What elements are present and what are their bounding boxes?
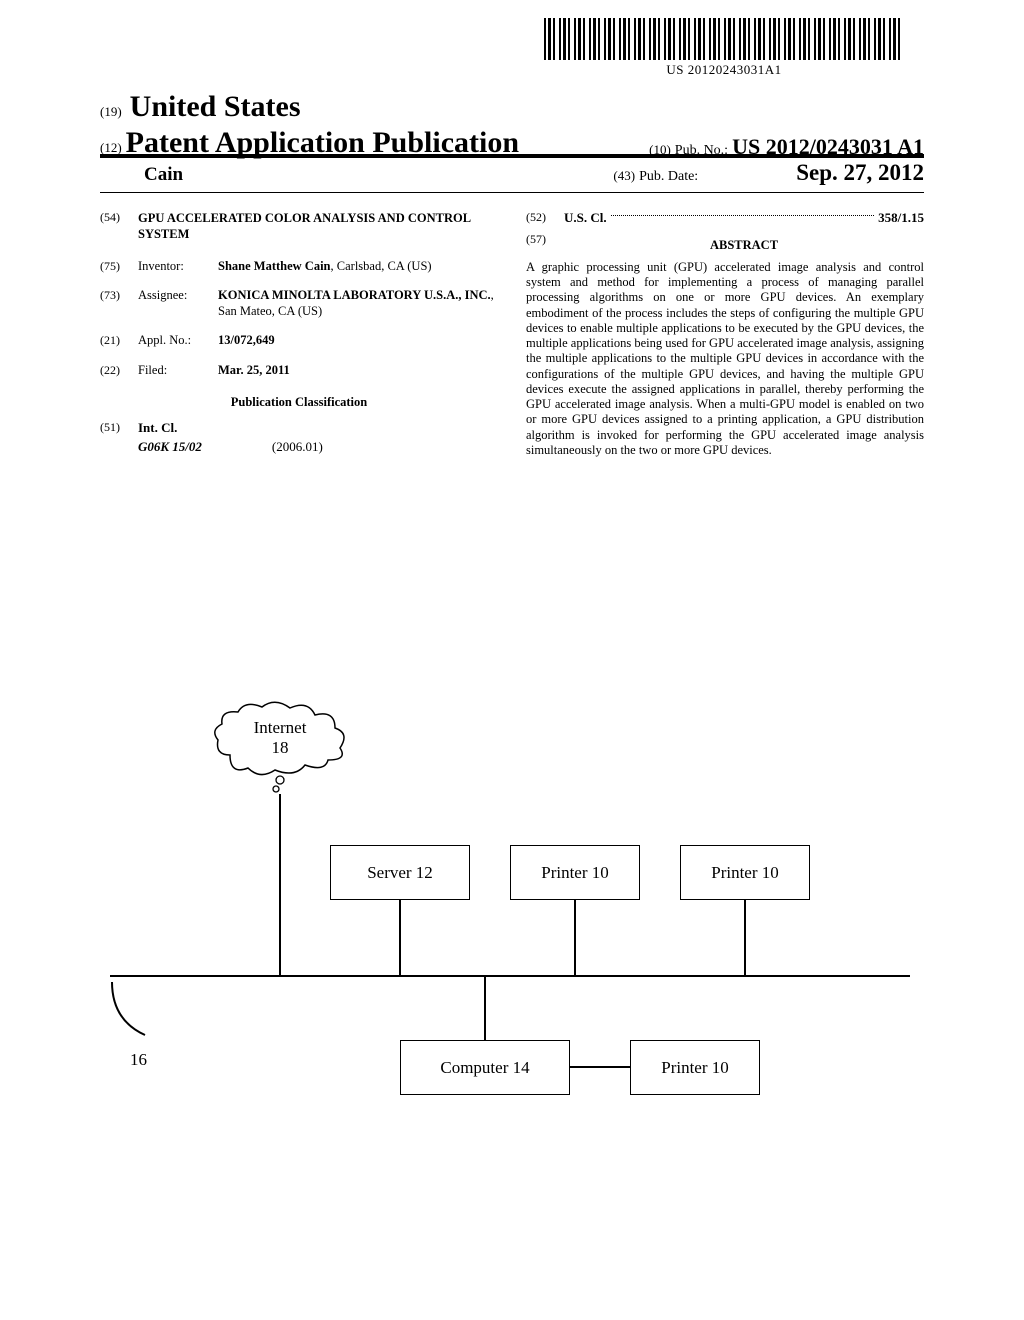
abstract-hdr: ABSTRACT (564, 238, 924, 254)
printer-b-label: Printer 10 (711, 863, 779, 883)
computer-label: Computer 14 (440, 1058, 529, 1078)
line-main-bus (110, 975, 910, 977)
applno-code: (21) (100, 333, 138, 349)
printer-c-box: Printer 10 (630, 1040, 760, 1095)
rule-thick (100, 154, 924, 158)
author-surname: Cain (144, 164, 183, 186)
server-label: Server 12 (367, 863, 433, 883)
rule-thin (100, 192, 924, 193)
title-code: (54) (100, 210, 138, 243)
filed-label: Filed: (138, 363, 218, 379)
printer-c-label: Printer 10 (661, 1058, 729, 1078)
pub-class-hdr: Publication Classification (100, 395, 498, 411)
barcode-area: US 20120243031A1 (544, 18, 904, 78)
applno-label: Appl. No.: (138, 333, 218, 349)
filed-val: Mar. 25, 2011 (218, 363, 290, 377)
intcl-year: (2006.01) (272, 439, 323, 455)
pub-date: Sep. 27, 2012 (796, 160, 924, 185)
abstract-code: (57) (526, 232, 564, 260)
invention-title: GPU ACCELERATED COLOR ANALYSIS AND CONTR… (138, 210, 498, 243)
pub-date-code: (43) (613, 168, 635, 183)
pub-type-code: (12) (100, 140, 122, 155)
author-row: Cain (43) Pub. Date: Sep. 27, 2012 (100, 160, 924, 186)
cloud-label-top: Internet (254, 718, 307, 737)
line-printer-a (574, 900, 576, 975)
computer-box: Computer 14 (400, 1040, 570, 1095)
inventor-code: (75) (100, 259, 138, 275)
server-box: Server 12 (330, 845, 470, 900)
filed-code: (22) (100, 363, 138, 379)
applno-val: 13/072,649 (218, 333, 275, 347)
left-column: (54) GPU ACCELERATED COLOR ANALYSIS AND … (100, 210, 498, 469)
uscl-code: (52) (526, 210, 564, 226)
uscl-val: 358/1.15 (878, 210, 924, 226)
country: United States (130, 90, 301, 124)
barcode (544, 18, 904, 60)
inventor-name: Shane Matthew Cain (218, 259, 331, 273)
line-computer (484, 977, 486, 1040)
line-comp-printer (570, 1066, 630, 1068)
line-server (399, 900, 401, 975)
intcl-code: (51) (100, 420, 138, 436)
cloud-connector-icon (268, 775, 292, 795)
inventor-label: Inventor: (138, 259, 218, 275)
printer-b-box: Printer 10 (680, 845, 810, 900)
figure-diagram: Internet 18 Server 12 Printer 10 Printer… (110, 700, 910, 1120)
abstract-text: A graphic processing unit (GPU) accelera… (526, 260, 924, 458)
right-column: (52) U.S. Cl. 358/1.15 (57) ABSTRACT A g… (526, 210, 924, 469)
assignee-name: KONICA MINOLTA LABORATORY U.S.A., INC. (218, 288, 491, 302)
inventor-loc: , Carlsbad, CA (US) (331, 259, 432, 273)
internet-cloud: Internet 18 (210, 700, 350, 780)
assignee-label: Assignee: (138, 288, 218, 319)
country-code: (19) (100, 104, 122, 120)
line-printer-b (744, 900, 746, 975)
cloud-label: Internet 18 (210, 718, 350, 758)
intcl-label: Int. Cl. (138, 420, 177, 435)
biblio-columns: (54) GPU ACCELERATED COLOR ANALYSIS AND … (100, 210, 924, 469)
dotted-leader (611, 210, 875, 216)
cloud-label-num: 18 (272, 738, 289, 757)
pub-date-label: Pub. Date: (639, 169, 698, 184)
ref-16-label: 16 (130, 1050, 147, 1070)
header: (19) United States (12) Patent Applicati… (100, 90, 924, 160)
barcode-number: US 20120243031A1 (544, 62, 904, 78)
line-cloud-vert (279, 794, 281, 975)
uscl-label: U.S. Cl. (564, 210, 607, 226)
assignee-code: (73) (100, 288, 138, 319)
printer-a-label: Printer 10 (541, 863, 609, 883)
printer-a-box: Printer 10 (510, 845, 640, 900)
intcl-class: G06K 15/02 (138, 439, 202, 454)
ref-16-arc-icon (110, 980, 160, 1050)
